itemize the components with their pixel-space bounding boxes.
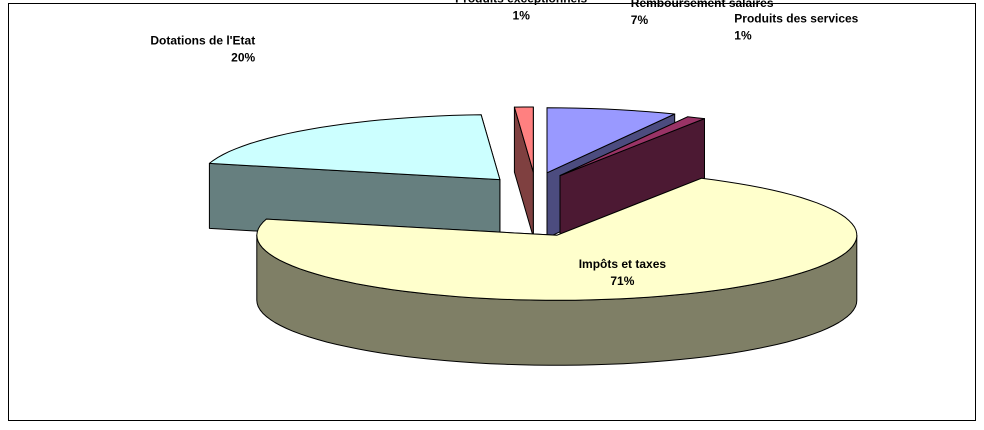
pie-slice: [256, 177, 858, 366]
slice-value-label: 1%: [513, 9, 531, 23]
slice-label: Impôts et taxes: [579, 257, 667, 271]
pie-slice: [513, 106, 534, 238]
slice-top: [559, 116, 705, 177]
pie-slice: [559, 116, 705, 242]
slice-value-label: 20%: [231, 50, 255, 64]
slice-value-label: 1%: [734, 28, 752, 42]
slice-top: [546, 107, 676, 174]
slice-label: Dotations de l'Etat: [150, 33, 255, 47]
slice-label: Produits des services: [734, 11, 858, 25]
slice-top: [208, 114, 501, 181]
slice-label: Produits exceptionnels: [455, 0, 587, 6]
slice-value-label: 7%: [631, 13, 649, 27]
slice-label: Remboursement salaires: [631, 0, 774, 10]
slice-top: [256, 177, 858, 301]
slice-value-label: 71%: [610, 274, 634, 288]
slice-top: [513, 106, 534, 173]
